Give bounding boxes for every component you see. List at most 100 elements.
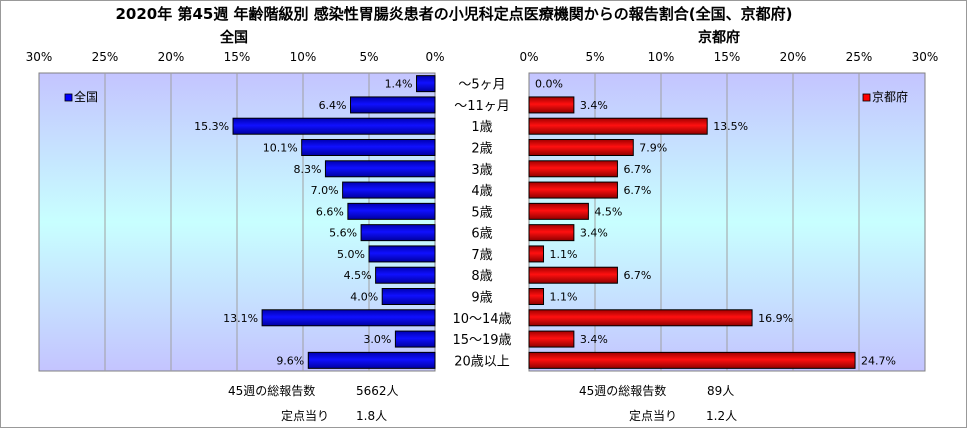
national-data-label: 7.0% <box>311 184 339 197</box>
national-data-label: 4.5% <box>344 269 372 282</box>
kyoto-per-value: 1.2人 <box>706 409 738 423</box>
national-bar <box>324 160 436 178</box>
category-label: 15～19歳 <box>452 333 511 348</box>
kyoto-data-label: 3.4% <box>580 227 608 240</box>
national-tick-label: 30% <box>26 50 53 64</box>
category-label: 5歳 <box>471 205 492 220</box>
category-label: 20歳以上 <box>454 354 510 369</box>
kyoto-legend-swatch <box>862 93 871 102</box>
kyoto-bar <box>528 309 753 327</box>
national-bar <box>232 117 436 135</box>
category-label: 4歳 <box>471 184 492 199</box>
kyoto-data-label: 7.9% <box>639 142 667 155</box>
national-bar <box>342 181 436 199</box>
kyoto-data-label: 3.4% <box>580 99 608 112</box>
national-bar <box>394 330 436 348</box>
kyoto-data-label: 1.1% <box>550 291 578 304</box>
national-tick-label: 25% <box>92 50 119 64</box>
kyoto-bar <box>528 266 618 284</box>
national-bar <box>301 139 436 156</box>
kyoto-tick-label: 30% <box>912 50 939 64</box>
kyoto-data-label: 13.5% <box>713 120 748 133</box>
national-legend-swatch <box>64 93 73 102</box>
national-data-label: 15.3% <box>194 120 229 133</box>
category-label: 9歳 <box>471 291 492 306</box>
national-data-label: 9.6% <box>276 354 304 367</box>
kyoto-bar <box>528 224 575 242</box>
category-label: 2歳 <box>471 142 492 157</box>
national-total-value: 5662人 <box>356 384 399 398</box>
kyoto-bar <box>528 181 618 199</box>
kyoto-data-label: 0.0% <box>535 78 563 91</box>
national-data-label: 4.0% <box>350 291 378 304</box>
national-data-label: 8.3% <box>293 163 321 176</box>
category-label: 7歳 <box>471 248 492 263</box>
national-tick-label: 5% <box>359 50 378 64</box>
kyoto-bar <box>528 330 575 348</box>
kyoto-tick-label: 20% <box>780 50 807 64</box>
category-label: 8歳 <box>471 269 492 284</box>
category-label: 1歳 <box>471 120 492 135</box>
category-label: 3歳 <box>471 163 492 178</box>
national-bar <box>350 96 436 114</box>
national-per-value: 1.8人 <box>356 409 388 423</box>
kyoto-bar <box>528 139 634 156</box>
category-label: 6歳 <box>471 227 492 242</box>
kyoto-bar <box>528 351 856 369</box>
national-per-label: 定点当り <box>281 409 330 423</box>
kyoto-data-label: 1.1% <box>550 248 578 261</box>
kyoto-bar <box>528 117 708 135</box>
kyoto-data-label: 3.4% <box>580 333 608 346</box>
national-bar <box>347 202 436 220</box>
kyoto-panel-title: 京都府 <box>698 29 740 46</box>
kyoto-bar <box>528 160 618 178</box>
kyoto-per-label: 定点当り <box>629 409 678 423</box>
national-data-label: 6.4% <box>319 99 347 112</box>
kyoto-data-label: 4.5% <box>594 205 622 218</box>
kyoto-bar <box>528 245 545 263</box>
kyoto-data-label: 6.7% <box>623 269 651 282</box>
national-tick-label: 10% <box>290 50 317 64</box>
national-panel-title: 全国 <box>219 29 248 46</box>
national-tick-label: 20% <box>158 50 185 64</box>
national-bar <box>261 309 436 327</box>
kyoto-total-value: 89人 <box>707 384 735 398</box>
category-label: 10～14歳 <box>452 312 511 327</box>
kyoto-bar <box>528 202 589 220</box>
national-bar <box>368 245 436 263</box>
national-bar <box>360 224 436 242</box>
category-label: ～5ヶ月 <box>458 78 505 93</box>
national-bar <box>307 351 436 369</box>
category-label: ～11ヶ月 <box>454 99 510 114</box>
national-total-label: 45週の総報告数 <box>228 384 316 398</box>
national-bar <box>416 75 436 93</box>
national-legend-label: 全国 <box>74 89 98 104</box>
national-tick-label: 15% <box>224 50 251 64</box>
national-tick-label: 0% <box>425 50 444 64</box>
kyoto-data-label: 6.7% <box>623 184 651 197</box>
kyoto-data-label: 6.7% <box>623 163 651 176</box>
national-data-label: 6.6% <box>316 205 344 218</box>
national-bar <box>381 288 436 305</box>
kyoto-bar <box>528 96 575 114</box>
kyoto-total-label: 45週の総報告数 <box>579 384 667 398</box>
kyoto-tick-label: 15% <box>714 50 741 64</box>
kyoto-tick-label: 10% <box>648 50 675 64</box>
kyoto-tick-label: 0% <box>519 50 538 64</box>
chart-title: 2020年 第45週 年齢階級別 感染性胃腸炎患者の小児科定点医療機関からの報告… <box>115 5 792 23</box>
kyoto-data-label: 24.7% <box>861 354 896 367</box>
kyoto-tick-label: 25% <box>846 50 873 64</box>
kyoto-legend-label: 京都府 <box>872 89 908 104</box>
kyoto-data-label: 16.9% <box>758 312 793 325</box>
national-data-label: 1.4% <box>385 78 413 91</box>
kyoto-bar <box>528 288 545 305</box>
national-data-label: 10.1% <box>263 142 298 155</box>
national-data-label: 13.1% <box>223 312 258 325</box>
national-bar <box>375 266 436 284</box>
kyoto-tick-label: 5% <box>585 50 604 64</box>
national-data-label: 3.0% <box>363 333 391 346</box>
national-data-label: 5.0% <box>337 248 365 261</box>
national-data-label: 5.6% <box>329 227 357 240</box>
